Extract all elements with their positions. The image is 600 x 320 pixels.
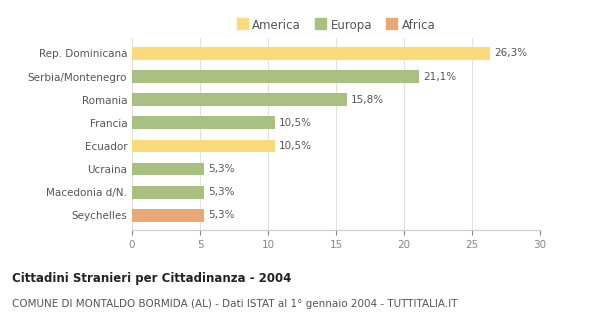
Text: 26,3%: 26,3% [494, 49, 527, 59]
Text: Cittadini Stranieri per Cittadinanza - 2004: Cittadini Stranieri per Cittadinanza - 2… [12, 272, 292, 284]
Text: COMUNE DI MONTALDO BORMIDA (AL) - Dati ISTAT al 1° gennaio 2004 - TUTTITALIA.IT: COMUNE DI MONTALDO BORMIDA (AL) - Dati I… [12, 299, 458, 309]
Bar [132, 70, 419, 83]
Text: 5,3%: 5,3% [208, 187, 235, 197]
Legend: America, Europa, Africa: America, Europa, Africa [233, 15, 439, 36]
Text: 10,5%: 10,5% [279, 141, 312, 151]
Bar [132, 209, 204, 222]
Text: 10,5%: 10,5% [279, 118, 312, 128]
Bar [132, 93, 347, 106]
Bar [132, 47, 490, 60]
Text: 5,3%: 5,3% [208, 164, 235, 174]
Bar [132, 116, 275, 129]
Bar [132, 140, 275, 152]
Text: 15,8%: 15,8% [351, 95, 384, 105]
Bar [132, 163, 204, 175]
Bar [132, 186, 204, 198]
Text: 21,1%: 21,1% [423, 72, 456, 82]
Text: 5,3%: 5,3% [208, 210, 235, 220]
